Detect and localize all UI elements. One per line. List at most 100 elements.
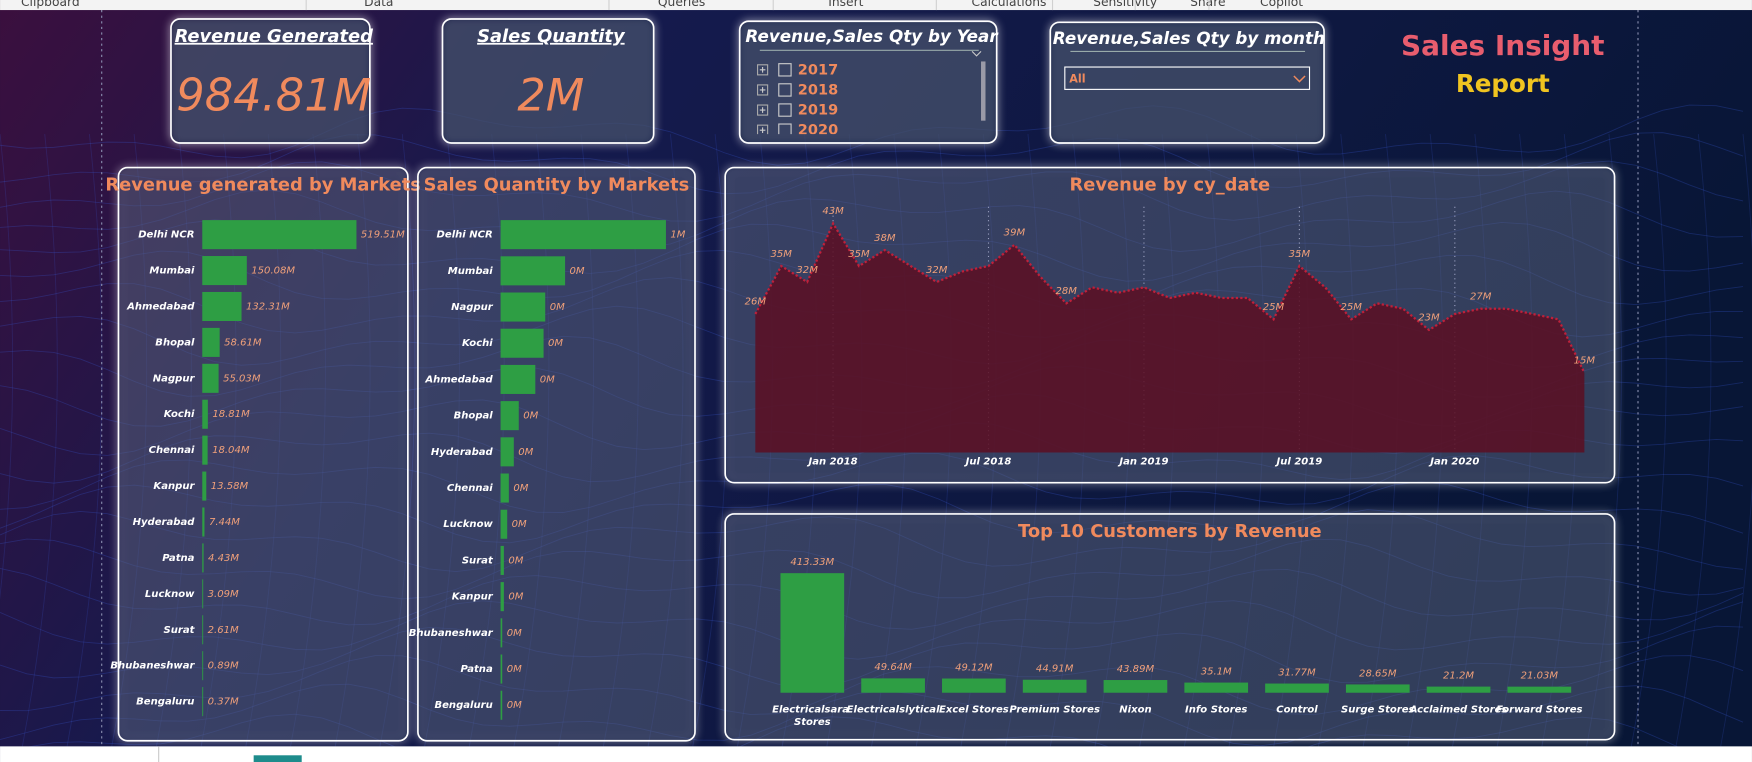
checkbox[interactable]: [778, 123, 792, 136]
chart-panel: [117, 166, 409, 742]
checkbox[interactable]: [778, 63, 792, 77]
data-label: 3.09M: [208, 589, 239, 600]
bar: [202, 615, 204, 645]
data-label: 26M: [745, 297, 767, 308]
mesh-line: [0, 160, 1744, 222]
slicer-items: 2017 2018 2019 2020: [757, 62, 838, 136]
slicer: [738, 20, 998, 144]
data-label: 0M: [507, 664, 522, 675]
chart-panel: [417, 166, 696, 742]
data-label: 13.58M: [211, 481, 249, 492]
data-label: 150.08M: [251, 266, 295, 277]
charts: Revenue generated by Markets Delhi NCR 519…: [105, 166, 1616, 742]
mesh-line: [66, 134, 103, 747]
dropdown-chevron[interactable]: [1293, 75, 1306, 83]
bar: [500, 364, 536, 394]
data-label: 413.33M: [790, 557, 834, 568]
chart-title: Top 10 Customers by Revenue: [1018, 521, 1322, 542]
category-label: Bhubaneshwar: [110, 661, 195, 672]
category-label: Mumbai: [149, 266, 195, 277]
data-label: 18.04M: [212, 445, 250, 456]
bar: [500, 328, 544, 358]
data-label: 25M: [1263, 302, 1285, 313]
category-label: Lucknow: [443, 519, 493, 530]
data-label: 0M: [507, 700, 522, 711]
page-tab[interactable]: [253, 755, 302, 762]
bar: [202, 471, 207, 501]
bar: [500, 473, 509, 503]
data-label: 0M: [508, 555, 523, 566]
category-label: Patna: [461, 664, 493, 675]
expand-button[interactable]: [757, 104, 769, 116]
category-label: Nagpur: [153, 373, 196, 384]
data-label: 21.03M: [1521, 670, 1559, 681]
bar: [1022, 679, 1087, 693]
area: [755, 223, 1585, 453]
data-label: 23M: [1418, 313, 1440, 324]
bar: [500, 437, 514, 467]
ribbon-label: Insert: [828, 0, 863, 9]
bar: [202, 507, 205, 537]
mesh-line: [0, 600, 1744, 660]
category-label: Premium Stores: [1009, 704, 1100, 715]
data-label: 35M: [848, 249, 870, 260]
bar: [500, 582, 504, 612]
mesh-line: [0, 625, 1744, 689]
bar: [500, 654, 503, 684]
mesh-line: [1720, 134, 1752, 747]
category-label: Ahmedabad: [424, 374, 493, 385]
data-label: 35M: [771, 249, 793, 260]
data-label: 132.31M: [246, 301, 290, 312]
expand-button[interactable]: [757, 124, 769, 135]
slicer-item: 2017: [798, 62, 838, 78]
category-label: Info Stores: [1185, 704, 1247, 715]
mesh-line: [111, 134, 148, 747]
bar: [202, 579, 204, 609]
expand-button[interactable]: [757, 84, 769, 96]
category-label: Patna: [162, 553, 194, 564]
category-label: Surat: [462, 555, 494, 566]
x-tick-label: Jul 2018: [964, 456, 1012, 467]
bar: [1103, 680, 1168, 693]
status-bar: [0, 746, 1752, 762]
data-label: 27M: [1470, 291, 1492, 302]
mesh-line: [379, 134, 416, 747]
checkbox[interactable]: [778, 83, 792, 97]
card-title: Sales Quantity: [477, 26, 626, 47]
expand-button[interactable]: [757, 64, 769, 76]
bar: [500, 256, 566, 286]
mesh-line: [692, 134, 729, 747]
data-label: 0M: [512, 519, 527, 530]
dropdown[interactable]: [1064, 66, 1311, 90]
data-label: 0M: [513, 483, 528, 494]
ribbon-label: Share: [1190, 0, 1225, 9]
category-label: Bengaluru: [136, 697, 194, 708]
bar: [1265, 683, 1329, 693]
data-label: 0M: [570, 266, 585, 277]
category-label: Bhubaneshwar: [409, 628, 494, 639]
mesh-line: [647, 134, 684, 747]
category-label: Delhi NCR: [437, 230, 493, 241]
bar: [861, 678, 925, 693]
bar: [202, 435, 208, 465]
data-label: 0M: [540, 374, 555, 385]
scrollbar[interactable]: [981, 61, 986, 121]
bar: [1426, 686, 1491, 693]
bar: [500, 220, 666, 250]
slicer: [1049, 21, 1325, 144]
card: [441, 18, 655, 144]
category-label: Forward Stores: [1496, 704, 1582, 715]
category-label: Chennai: [447, 483, 493, 494]
data-label: 15M: [1574, 355, 1596, 366]
data-label: 49.12M: [955, 662, 993, 673]
data-label: 35M: [1289, 249, 1311, 260]
mesh-line: [0, 538, 1744, 600]
mesh-line: [1586, 134, 1622, 747]
ribbon-label: Queries: [658, 0, 705, 9]
data-label: 0M: [518, 447, 533, 458]
checkbox[interactable]: [778, 103, 792, 117]
slicer-caret: [971, 51, 982, 57]
data-label: 0M: [508, 592, 523, 603]
ribbon-labels: Clipboard Data Queries Insert Calculations Se…: [21, 0, 1303, 11]
